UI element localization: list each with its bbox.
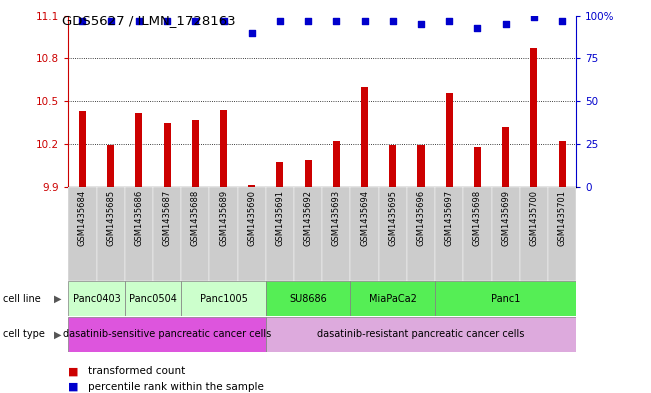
- Text: ■: ■: [68, 366, 79, 376]
- Point: [444, 18, 454, 24]
- Text: GSM1435697: GSM1435697: [445, 189, 454, 246]
- Bar: [68, 187, 96, 281]
- Bar: [435, 281, 576, 316]
- Text: GSM1435696: GSM1435696: [417, 189, 426, 246]
- Bar: [277, 162, 283, 187]
- Text: GSM1435686: GSM1435686: [134, 189, 143, 246]
- Text: dasatinib-resistant pancreatic cancer cells: dasatinib-resistant pancreatic cancer ce…: [317, 329, 525, 340]
- Point: [359, 18, 370, 24]
- Point: [501, 21, 511, 28]
- Bar: [407, 187, 435, 281]
- Text: transformed count: transformed count: [88, 366, 185, 376]
- Point: [303, 18, 313, 24]
- Bar: [96, 187, 125, 281]
- Text: Panc0504: Panc0504: [129, 294, 177, 304]
- Point: [105, 18, 116, 24]
- Text: ▶: ▶: [53, 294, 61, 304]
- Text: percentile rank within the sample: percentile rank within the sample: [88, 382, 264, 392]
- Text: GSM1435689: GSM1435689: [219, 189, 228, 246]
- Bar: [248, 185, 255, 187]
- Text: GDS5627 / ILMN_1728163: GDS5627 / ILMN_1728163: [62, 14, 236, 27]
- Bar: [153, 187, 181, 281]
- Text: GSM1435698: GSM1435698: [473, 189, 482, 246]
- Bar: [322, 187, 350, 281]
- Text: ■: ■: [68, 382, 79, 392]
- Text: GSM1435694: GSM1435694: [360, 189, 369, 246]
- Bar: [266, 281, 350, 316]
- Bar: [125, 281, 181, 316]
- Bar: [181, 187, 210, 281]
- Text: Panc0403: Panc0403: [73, 294, 120, 304]
- Point: [247, 29, 257, 36]
- Text: GSM1435691: GSM1435691: [275, 189, 284, 246]
- Text: SU8686: SU8686: [289, 294, 327, 304]
- Bar: [266, 317, 576, 352]
- Bar: [305, 160, 312, 187]
- Text: cell line: cell line: [3, 294, 41, 304]
- Point: [387, 18, 398, 24]
- Text: ▶: ▶: [53, 329, 61, 340]
- Bar: [333, 141, 340, 187]
- Bar: [464, 187, 492, 281]
- Bar: [502, 127, 509, 187]
- Bar: [435, 187, 464, 281]
- Text: MiaPaCa2: MiaPaCa2: [369, 294, 417, 304]
- Text: GSM1435701: GSM1435701: [557, 189, 566, 246]
- Text: GSM1435692: GSM1435692: [303, 189, 312, 246]
- Bar: [181, 281, 266, 316]
- Text: GSM1435687: GSM1435687: [163, 189, 172, 246]
- Bar: [492, 187, 519, 281]
- Bar: [446, 93, 452, 187]
- Point: [275, 18, 285, 24]
- Bar: [220, 110, 227, 187]
- Text: GSM1435695: GSM1435695: [388, 189, 397, 246]
- Point: [133, 18, 144, 24]
- Point: [557, 18, 567, 24]
- Bar: [379, 187, 407, 281]
- Bar: [266, 187, 294, 281]
- Bar: [559, 141, 566, 187]
- Bar: [417, 145, 424, 187]
- Text: GSM1435700: GSM1435700: [529, 189, 538, 246]
- Bar: [163, 123, 171, 187]
- Text: GSM1435693: GSM1435693: [332, 189, 341, 246]
- Bar: [68, 281, 125, 316]
- Bar: [474, 147, 481, 187]
- Bar: [68, 317, 266, 352]
- Point: [529, 14, 539, 20]
- Text: cell type: cell type: [3, 329, 45, 340]
- Bar: [389, 145, 396, 187]
- Bar: [125, 187, 153, 281]
- Bar: [238, 187, 266, 281]
- Bar: [361, 87, 368, 187]
- Bar: [531, 48, 537, 187]
- Bar: [350, 281, 435, 316]
- Bar: [210, 187, 238, 281]
- Text: GSM1435685: GSM1435685: [106, 189, 115, 246]
- Point: [162, 18, 173, 24]
- Point: [416, 21, 426, 28]
- Text: Panc1: Panc1: [491, 294, 520, 304]
- Point: [472, 24, 482, 31]
- Text: GSM1435684: GSM1435684: [78, 189, 87, 246]
- Text: Panc1005: Panc1005: [200, 294, 247, 304]
- Bar: [548, 187, 576, 281]
- Bar: [192, 120, 199, 187]
- Bar: [135, 112, 143, 187]
- Text: GSM1435690: GSM1435690: [247, 189, 256, 246]
- Bar: [79, 111, 86, 187]
- Point: [331, 18, 342, 24]
- Point: [218, 18, 229, 24]
- Bar: [294, 187, 322, 281]
- Text: GSM1435699: GSM1435699: [501, 189, 510, 246]
- Bar: [350, 187, 379, 281]
- Text: dasatinib-sensitive pancreatic cancer cells: dasatinib-sensitive pancreatic cancer ce…: [63, 329, 271, 340]
- Point: [190, 18, 201, 24]
- Point: [77, 18, 88, 24]
- Bar: [519, 187, 548, 281]
- Bar: [107, 145, 114, 187]
- Text: GSM1435688: GSM1435688: [191, 189, 200, 246]
